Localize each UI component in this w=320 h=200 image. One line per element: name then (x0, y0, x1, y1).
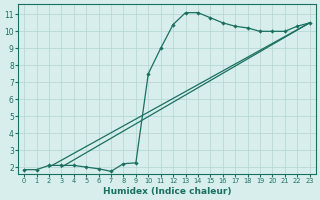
X-axis label: Humidex (Indice chaleur): Humidex (Indice chaleur) (103, 187, 231, 196)
